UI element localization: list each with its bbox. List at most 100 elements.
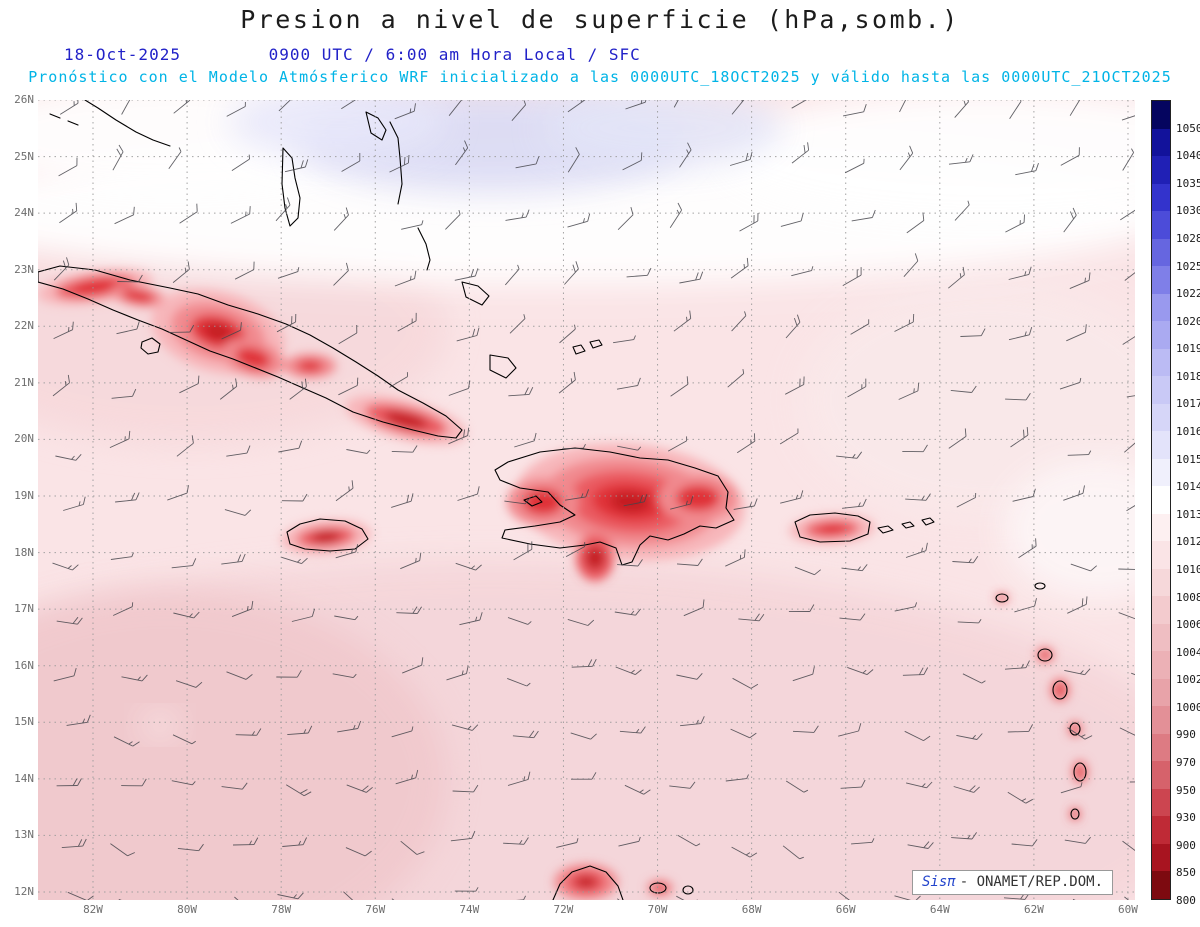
wind-barb: [277, 892, 304, 900]
wind-barb: [395, 769, 419, 785]
wind-barb: [346, 449, 371, 454]
wind-barb: [221, 553, 246, 565]
colorbar-tick-label: 1010: [1176, 562, 1200, 576]
colorbar-cell: [1152, 513, 1170, 542]
wind-barb: [565, 489, 590, 501]
lat-label: 17N: [14, 602, 34, 616]
colorbar-cell: [1152, 788, 1170, 817]
wind-barb: [838, 723, 862, 737]
wind-barb: [52, 374, 70, 397]
wind-barb: [904, 730, 931, 742]
colorbar-tick-label: 1030: [1176, 204, 1200, 218]
colorbar-cell: [1152, 156, 1170, 184]
lat-label: 24N: [14, 206, 34, 220]
wind-barb: [391, 726, 414, 738]
wind-barb: [450, 830, 476, 842]
wind-barb: [1018, 538, 1037, 559]
wind-barb: [111, 388, 137, 399]
colorbar-cell: [1152, 761, 1170, 789]
wind-barb: [732, 677, 759, 689]
colorbar-cell: [1152, 678, 1170, 707]
wind-barb: [67, 891, 94, 900]
wind-barb: [562, 443, 586, 450]
wind-barb: [287, 725, 313, 736]
wind-barb: [66, 714, 91, 726]
wind-barb: [503, 837, 529, 845]
colorbar-tick-label: 1028: [1176, 231, 1200, 245]
lat-label: 18N: [14, 545, 34, 559]
wind-barb: [1064, 836, 1091, 844]
lon-label: 72W: [553, 903, 574, 916]
lon-label: 66W: [835, 903, 856, 916]
colorbar-cell: [1152, 706, 1170, 734]
wind-barb: [902, 444, 928, 453]
wind-barb: [221, 782, 248, 790]
wind-barb: [843, 104, 867, 117]
wind-barb: [455, 562, 482, 571]
colorbar-tick-label: 1022: [1176, 287, 1200, 301]
pressure-map: [38, 100, 1135, 900]
wind-barb: [338, 324, 358, 345]
wind-barb: [509, 314, 526, 334]
wind-barb: [556, 838, 579, 848]
wind-barb: [121, 778, 147, 787]
wind-barb: [53, 257, 70, 281]
wind-barb: [948, 266, 965, 289]
wind-barb: [291, 608, 316, 622]
wind-barb: [454, 887, 479, 892]
wind-barb: [389, 154, 410, 173]
wind-barb: [394, 103, 416, 120]
colorbar-tick-label: 1002: [1176, 673, 1200, 687]
lon-label: 76W: [365, 903, 386, 916]
wind-barb: [52, 562, 79, 571]
wind-barb: [1126, 505, 1135, 512]
colorbar-tick-label: 1013: [1176, 507, 1200, 521]
wind-barb: [733, 498, 758, 510]
colorbar-tick-label: 1016: [1176, 425, 1200, 439]
wind-barb: [59, 202, 78, 224]
colorbar-tick-label: 1014: [1176, 480, 1200, 494]
wind-barb: [680, 716, 705, 727]
wind-barb: [56, 778, 82, 787]
lat-label: 15N: [14, 715, 34, 729]
date-text: 18-Oct-2025: [64, 45, 181, 64]
graticule-layer: [38, 100, 1135, 900]
wind-barb: [791, 266, 814, 277]
wind-barb: [59, 100, 79, 115]
wind-barb: [739, 212, 759, 232]
wind-barb: [179, 203, 198, 224]
wind-barb: [400, 840, 425, 855]
wind-barb: [619, 726, 646, 734]
lon-label: 70W: [647, 903, 668, 916]
wind-barb: [456, 327, 480, 342]
wind-barb: [725, 774, 749, 782]
wind-barb: [116, 321, 140, 335]
wind-barb: [622, 152, 643, 171]
wind-barb: [1070, 563, 1097, 572]
wind-barb: [289, 378, 307, 400]
wind-barb: [673, 100, 679, 108]
colorbar-tick-label: 1015: [1176, 452, 1200, 466]
colorbar-cell: [1152, 101, 1170, 129]
wind-barb: [570, 732, 597, 740]
wind-barb: [667, 436, 688, 452]
wind-barb: [446, 665, 469, 681]
wind-barb: [792, 666, 815, 682]
wind-barb: [954, 100, 969, 118]
colorbar-tick-label: 850: [1176, 866, 1196, 880]
wind-barb: [836, 451, 863, 459]
credit-brand: Sisπ: [922, 874, 956, 890]
wind-barb: [448, 100, 463, 116]
valid-time-text: 0900 UTC / 6:00 am Hora Local / SFC: [268, 45, 641, 64]
wind-barb: [1118, 612, 1135, 620]
wind-barb: [391, 445, 418, 453]
colorbar-cell: [1152, 431, 1170, 459]
wind-barb: [625, 100, 647, 110]
wind-barb: [1131, 672, 1135, 676]
wind-barb: [448, 380, 471, 396]
wind-barb: [1064, 668, 1091, 676]
wind-barb: [507, 771, 531, 786]
wind-barb: [903, 253, 919, 277]
wind-barb: [231, 600, 254, 618]
wind-barb: [669, 202, 683, 229]
